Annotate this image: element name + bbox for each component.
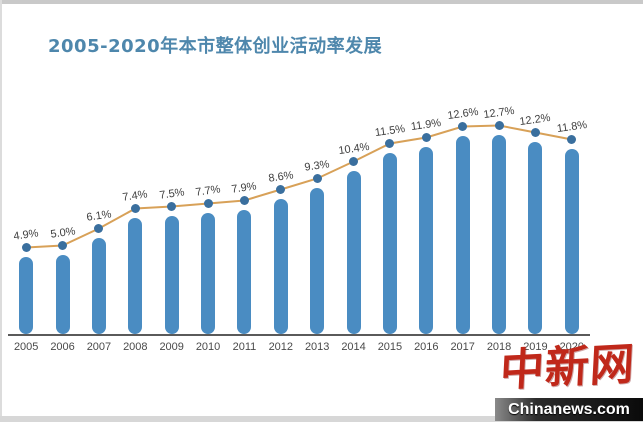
trend-line	[26, 124, 572, 249]
bar	[237, 210, 252, 334]
bar	[19, 257, 34, 334]
bar	[492, 135, 507, 334]
x-tick-label: 2020	[559, 341, 585, 353]
data-point-dot	[167, 202, 177, 211]
chart-title: 2005-2020年本市整体创业活动率发展	[48, 36, 383, 57]
data-point-dot	[203, 199, 213, 208]
bar	[310, 188, 325, 334]
bar	[455, 136, 470, 334]
bar	[164, 216, 179, 334]
data-point-dot	[130, 204, 140, 213]
x-tick-label: 2012	[268, 341, 294, 353]
x-tick-label: 2009	[159, 341, 184, 353]
data-point-dot	[567, 135, 577, 144]
x-tick-label: 2006	[50, 341, 75, 353]
data-point-dot	[312, 174, 322, 183]
bottom-edge-strip	[0, 416, 643, 422]
x-tick-label: 2013	[304, 341, 330, 353]
x-tick-label: 2015	[377, 341, 403, 353]
trend-polyline	[26, 124, 572, 249]
x-tick-label: 2005	[13, 341, 39, 353]
x-tick-label: 2007	[86, 341, 112, 353]
top-edge-strip	[0, 0, 643, 4]
bar	[128, 218, 143, 334]
data-point-dot	[458, 122, 468, 131]
data-point-dot	[276, 185, 286, 194]
data-point-dot	[239, 196, 249, 205]
x-tick-label: 2018	[486, 341, 512, 353]
data-point-dot	[421, 133, 431, 142]
bar	[91, 238, 106, 334]
chinanews-url-text: Chinanews.com	[508, 400, 630, 418]
x-tick-label: 2014	[341, 341, 366, 353]
x-tick-label: 2016	[414, 341, 439, 353]
bar	[382, 153, 397, 334]
chinanews-logo-watermark: 中新网	[498, 338, 637, 397]
data-point-dot	[494, 121, 504, 130]
bar	[564, 149, 579, 334]
chinanews-url-bar: Chinanews.com	[495, 398, 643, 421]
data-point-dot	[385, 139, 395, 148]
x-axis-labels: 2005 2006 2007 2008 2009 2010 2011 2012 2013 2014…	[8, 341, 590, 357]
data-point-dot	[349, 157, 359, 166]
bar	[273, 199, 288, 334]
x-tick-label: 2011	[232, 341, 257, 353]
x-tick-label: 2017	[450, 341, 475, 353]
bar	[528, 142, 543, 334]
data-point-dot	[530, 128, 540, 137]
bar	[419, 147, 434, 334]
data-point-dot	[21, 243, 31, 252]
bar	[201, 213, 216, 334]
plot-area: 4.9% 5.0% 6.1% 7.4% 7.5% 7.7% 7.9% 8.6% 9.3% 10.4…	[8, 94, 590, 336]
left-edge-strip	[0, 0, 2, 422]
x-tick-label: 2019	[523, 341, 548, 353]
x-tick-label: 2008	[123, 341, 148, 353]
x-tick-label: 2010	[195, 341, 221, 353]
data-point-dot	[94, 224, 104, 233]
bar	[55, 255, 70, 334]
data-point-dot	[58, 241, 68, 250]
bar	[346, 171, 361, 334]
